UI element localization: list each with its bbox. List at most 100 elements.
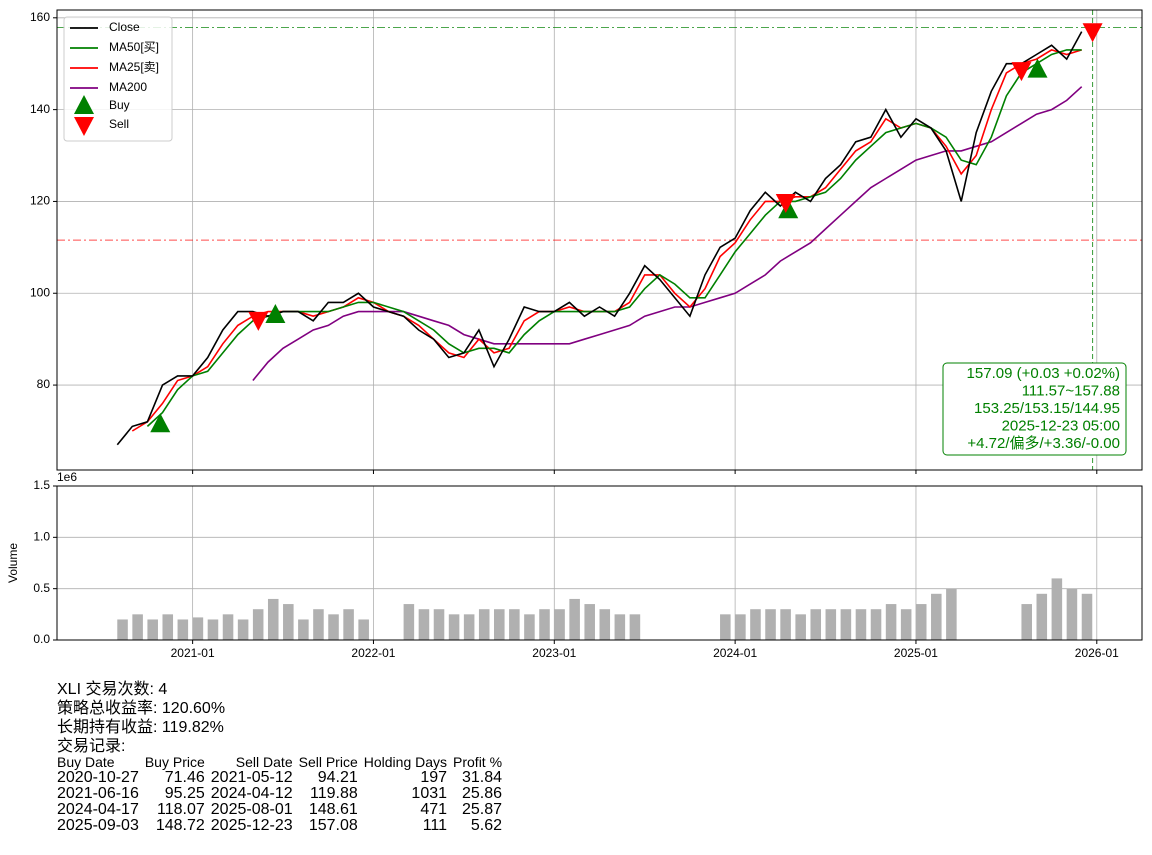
sell-marker xyxy=(1082,23,1103,43)
trade-cell: 31.84 xyxy=(461,769,503,786)
volume-bar xyxy=(765,609,776,640)
trade-cell: 119.88 xyxy=(310,785,358,802)
legend-label: MA25[卖] xyxy=(109,60,159,74)
legend-label: Close xyxy=(109,20,140,34)
report-line: 长期持有收益: 119.82% xyxy=(57,719,224,736)
y-axis-label: Volume xyxy=(6,543,20,583)
y-tick-label: 140 xyxy=(30,102,50,116)
report: XLI 交易次数: 4 策略总收益率: 120.60% 长期持有收益: 119.82… xyxy=(57,680,505,834)
trade-table-header: Buy Date Buy Price Sell Date Sell Price Hold… xyxy=(57,754,505,770)
trade-cell: 148.61 xyxy=(308,801,358,818)
volume-bar xyxy=(448,614,460,640)
volume-bar xyxy=(207,619,219,640)
volume-bar xyxy=(840,609,852,640)
legend-label: MA50[买] xyxy=(109,40,159,54)
volume-bar xyxy=(222,614,234,640)
volume-bar xyxy=(162,614,174,640)
offset-label: 1e6 xyxy=(57,470,77,484)
trade-cell: 2020-10-27 xyxy=(57,769,139,786)
volume-bar xyxy=(614,614,626,640)
volume-bar xyxy=(795,614,806,640)
trade-cell: 5.62 xyxy=(470,817,503,834)
volume-bar xyxy=(870,609,882,640)
trade-cell: 197 xyxy=(420,769,448,786)
volume-bar xyxy=(478,609,490,640)
volume-bar xyxy=(629,614,641,640)
legend-label: MA200 xyxy=(109,80,147,94)
volume-bar xyxy=(147,619,158,640)
legend-label: Buy xyxy=(109,98,130,112)
trade-row: 2024-04-17 118.07 2025-08-01 148.61 471 25.87 xyxy=(57,802,505,818)
trade-row: 2021-06-16 95.25 2024-04-12 119.88 1031 25.86 xyxy=(57,786,505,802)
volume-bar xyxy=(1021,604,1032,640)
column-header: Buy Date xyxy=(57,754,115,770)
volume-bar xyxy=(252,609,264,640)
volume-bar xyxy=(810,609,822,640)
x-tick-label: 2022-01 xyxy=(351,646,395,660)
trade-cell: 95.25 xyxy=(164,785,205,802)
volume-bar xyxy=(494,609,505,640)
sell-marker xyxy=(1011,62,1032,82)
annotation-text: 2025-12-23 05:00 xyxy=(1002,417,1120,434)
volume-bar xyxy=(720,614,731,640)
chart: 80 100 120 140 160 0.0 0.5 1.0 1.5 2021-01 2022-01… xyxy=(6,9,1143,660)
volume-bar xyxy=(931,593,942,640)
buy-marker xyxy=(265,304,286,324)
axes-frame xyxy=(56,9,1143,471)
annotation-text: 111.57~157.88 xyxy=(1022,382,1120,399)
x-tick-label: 2021-01 xyxy=(171,646,215,660)
volume-bar xyxy=(192,617,204,640)
series-line xyxy=(146,49,1082,427)
y-tick-label: 0.0 xyxy=(33,632,50,646)
x-tick-label: 2023-01 xyxy=(532,646,576,660)
trade-row: 2025-09-03 148.72 2025-12-23 157.08 111 5.62 xyxy=(57,818,505,834)
y-tick-label: 100 xyxy=(30,285,50,299)
volume-bar xyxy=(433,609,445,640)
volume-bar xyxy=(539,609,550,640)
volume-bar xyxy=(1051,578,1063,640)
volume-bar xyxy=(403,604,415,640)
column-header: Holding Days xyxy=(363,754,448,770)
series-line xyxy=(252,86,1083,382)
volume-bar xyxy=(328,614,339,640)
y-tick-label: 1.5 xyxy=(33,478,50,492)
volume-bar xyxy=(418,609,430,640)
volume-bar xyxy=(900,609,912,640)
volume-bar xyxy=(855,609,867,640)
volume-bar xyxy=(1036,593,1048,640)
volume-bar xyxy=(885,604,897,640)
x-tick-label: 2024-01 xyxy=(713,646,757,660)
volume-bar xyxy=(509,609,520,640)
volume-bar xyxy=(915,604,927,640)
annotation-text: 157.09 (+0.03 +0.02%) xyxy=(967,365,1120,382)
buy-marker xyxy=(1027,58,1048,78)
column-header: Profit % xyxy=(453,754,503,770)
volume-bar xyxy=(946,588,957,640)
series-line xyxy=(116,31,1083,446)
annotation-box xyxy=(942,362,1127,456)
trade-cell: 157.08 xyxy=(308,817,358,834)
volume-bar xyxy=(584,604,595,640)
volume-bar xyxy=(1081,593,1093,640)
trade-cell: 471 xyxy=(420,801,448,818)
sell-marker xyxy=(775,193,796,213)
volume-bar xyxy=(524,614,535,640)
trade-cell: 111 xyxy=(422,817,448,834)
trade-cell: 25.86 xyxy=(461,785,503,802)
y-tick-label: 1.0 xyxy=(33,530,50,544)
trade-table: Buy Date Buy Price Sell Date Sell Price Hold… xyxy=(57,754,505,834)
volume-bar xyxy=(117,619,128,640)
volume-bar xyxy=(463,614,475,640)
volume-bar xyxy=(358,619,369,640)
report-line: 策略总收益率: 120.60% xyxy=(57,700,226,717)
volume-bar xyxy=(313,609,324,640)
x-tick-label: 2025-01 xyxy=(894,646,938,660)
volume-bar xyxy=(177,619,189,640)
legend: Close MA50[买] MA25[卖] MA200 Buy Sell xyxy=(63,16,173,142)
legend-label: Sell xyxy=(109,117,129,131)
column-header: Sell Price xyxy=(298,754,358,770)
trade-row: 2020-10-27 71.46 2021-05-12 94.21 197 31.84 xyxy=(57,770,505,786)
trade-cell: 2024-04-17 xyxy=(57,801,139,818)
volume-bar xyxy=(569,598,580,640)
